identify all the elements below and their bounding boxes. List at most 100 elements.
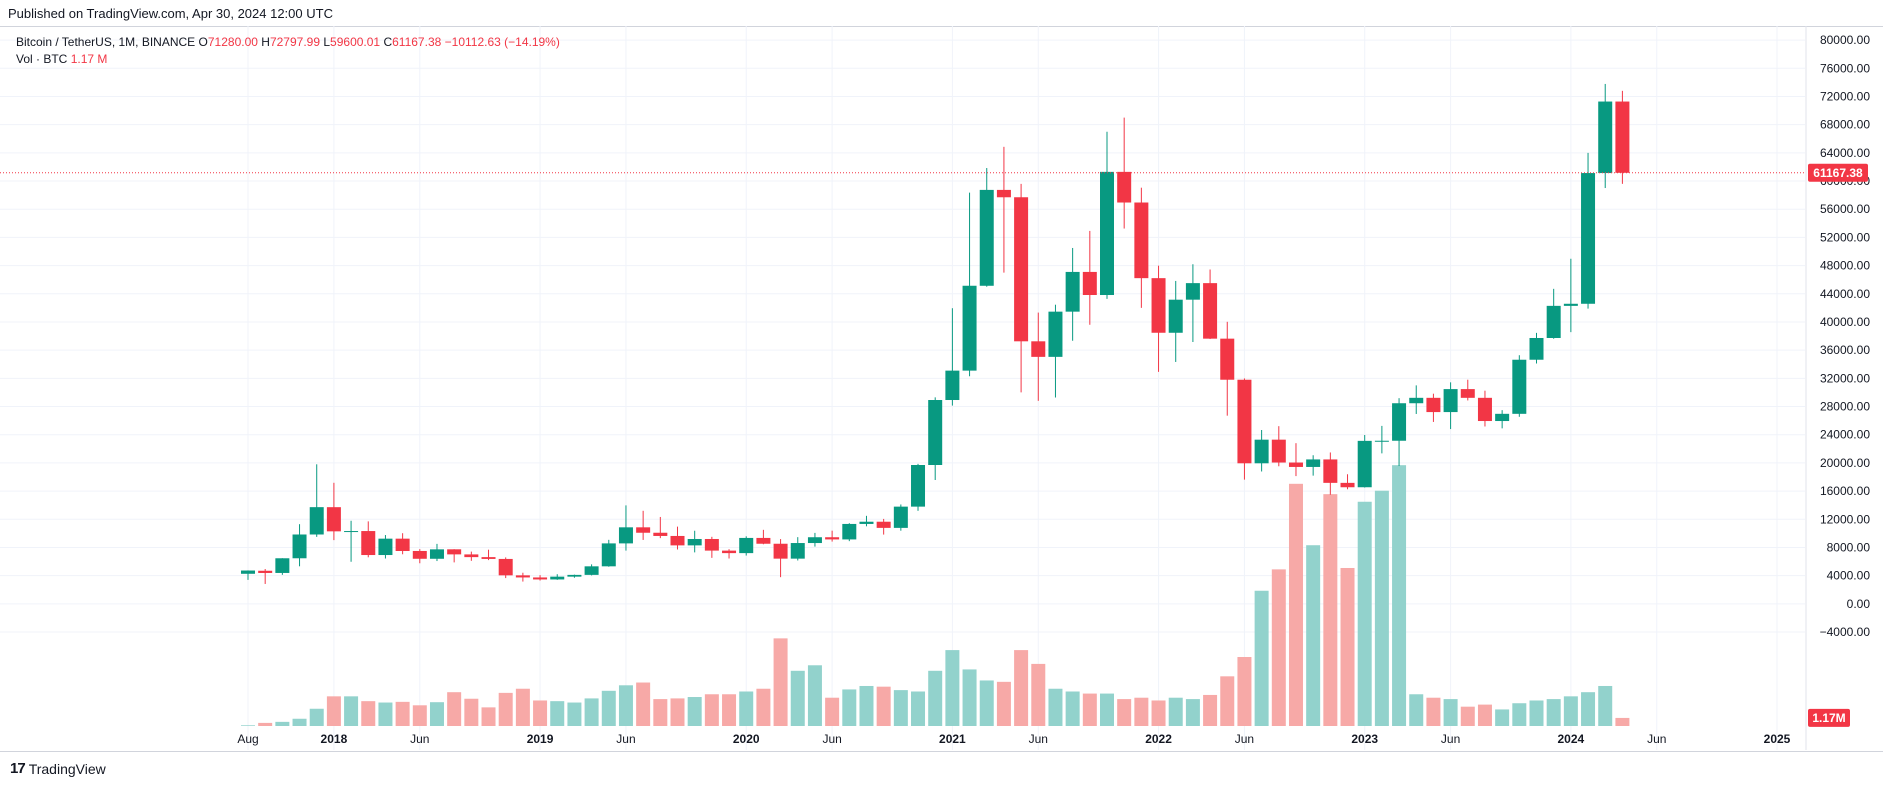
last-volume-tag-label: 1.17M bbox=[1812, 711, 1845, 725]
volume-bar bbox=[876, 686, 891, 726]
volume-bar bbox=[687, 697, 702, 726]
candle-body bbox=[1168, 299, 1183, 333]
volume-bar bbox=[395, 701, 410, 726]
volume-bar bbox=[618, 685, 633, 726]
candle-body bbox=[1374, 440, 1389, 442]
time-tick-label: 2020 bbox=[733, 732, 760, 746]
time-tick-label: Jun bbox=[1235, 732, 1254, 746]
change-value: −10112.63 (−14.19%) bbox=[444, 35, 560, 49]
time-tick-label: 2025 bbox=[1764, 732, 1791, 746]
candle-body bbox=[618, 527, 633, 544]
candle-body bbox=[687, 538, 702, 546]
volume-bar bbox=[1220, 676, 1235, 726]
volume-bar bbox=[1426, 697, 1441, 726]
candle-body bbox=[1546, 305, 1561, 338]
volume-bar bbox=[670, 698, 685, 726]
candle-body bbox=[722, 550, 737, 554]
candle-body bbox=[1323, 459, 1338, 483]
volume-bar bbox=[1546, 699, 1561, 726]
price-tick-label: 4000.00 bbox=[1827, 569, 1871, 583]
volume-bar bbox=[1271, 569, 1286, 726]
volume-bar bbox=[1323, 494, 1338, 726]
time-tick-label: Jun bbox=[1029, 732, 1048, 746]
time-axis: Aug 2018 Jun 2019 Jun 2020 Jun 2021 Jun 2022 Jun 20… bbox=[237, 732, 1790, 746]
price-tick-label: 52000.00 bbox=[1820, 230, 1870, 244]
candle-body bbox=[1031, 341, 1046, 357]
tradingview-logo-icon[interactable]: 17 bbox=[10, 760, 26, 777]
chart-legend: Bitcoin / TetherUS, 1M, BINANCE O71280.0… bbox=[16, 34, 560, 68]
candle-body bbox=[876, 521, 891, 528]
footer: 17 TradingView bbox=[10, 760, 106, 777]
price-tick-label: 68000.00 bbox=[1820, 118, 1870, 132]
volume-bar bbox=[928, 670, 943, 726]
time-tick-label: Jun bbox=[1441, 732, 1460, 746]
last-price-tag bbox=[1808, 163, 1868, 182]
price-chart[interactable]: 80000.00 76000.00 72000.00 68000.00 64000.00… bbox=[0, 26, 1883, 750]
volume-bar bbox=[412, 705, 427, 726]
price-tick-label: −4000.00 bbox=[1820, 625, 1871, 639]
volume-bar bbox=[550, 701, 565, 726]
volume-bar bbox=[567, 702, 582, 726]
volume-label[interactable]: Vol · BTC bbox=[16, 52, 68, 66]
price-tick-label: 8000.00 bbox=[1827, 540, 1871, 554]
volume-bar bbox=[241, 725, 255, 726]
volume-bar bbox=[601, 690, 616, 726]
volume-bar bbox=[1374, 490, 1389, 726]
footer-brand[interactable]: TradingView bbox=[28, 760, 106, 777]
candle-body bbox=[1426, 397, 1441, 413]
price-axis: 80000.00 76000.00 72000.00 68000.00 64000.00… bbox=[1805, 26, 1871, 750]
candle-body bbox=[1409, 397, 1424, 404]
volume-bar bbox=[825, 697, 840, 726]
candle-body bbox=[515, 575, 530, 578]
volume-bar bbox=[515, 688, 530, 726]
candle-body bbox=[1014, 197, 1029, 342]
candle-body bbox=[326, 507, 341, 532]
close-label: C bbox=[383, 35, 393, 49]
volume-bar bbox=[859, 685, 874, 726]
candle-body bbox=[825, 537, 840, 540]
volume-bar bbox=[653, 699, 668, 726]
volume-bar bbox=[773, 638, 788, 726]
volume-bar bbox=[1392, 465, 1407, 726]
candle-body bbox=[636, 527, 651, 533]
volume-bar bbox=[429, 702, 444, 726]
volume-bar bbox=[962, 669, 977, 726]
volume-bar bbox=[1306, 545, 1321, 726]
volume-bar bbox=[1203, 694, 1218, 726]
candle-body bbox=[945, 370, 960, 401]
volume-bar bbox=[464, 698, 479, 726]
volume-bar bbox=[258, 722, 273, 726]
candle-body bbox=[361, 531, 376, 556]
volume-bar bbox=[1477, 704, 1492, 726]
volume-bar bbox=[1615, 717, 1630, 726]
time-tick-label: 2023 bbox=[1351, 732, 1378, 746]
price-tick-label: 28000.00 bbox=[1820, 400, 1870, 414]
candle-body bbox=[1598, 101, 1613, 174]
volume-bar bbox=[1581, 692, 1596, 726]
volume-bar bbox=[344, 696, 359, 726]
candle-body bbox=[1117, 171, 1132, 203]
volume-bar bbox=[1288, 483, 1303, 726]
volume-bar bbox=[722, 694, 737, 726]
volume-bar bbox=[447, 692, 462, 726]
volume-bar bbox=[636, 682, 651, 726]
candle-body bbox=[1237, 379, 1252, 464]
price-tick-label: 40000.00 bbox=[1820, 315, 1870, 329]
candle-body bbox=[1392, 403, 1407, 441]
candle-body bbox=[911, 464, 926, 507]
published-notice: Published on TradingView.com, Apr 30, 20… bbox=[8, 6, 333, 21]
volume-bar bbox=[1031, 663, 1046, 726]
volume-bar bbox=[1598, 685, 1613, 726]
volume-bar bbox=[739, 691, 754, 726]
volume-bar bbox=[945, 650, 960, 726]
candle-body bbox=[704, 538, 719, 551]
candle-body bbox=[584, 566, 599, 575]
volume-bar bbox=[1495, 709, 1510, 726]
candle-body bbox=[1357, 440, 1372, 488]
candle-body bbox=[258, 570, 273, 573]
volume-bar bbox=[996, 681, 1011, 726]
candle-body bbox=[756, 537, 771, 544]
symbol-name[interactable]: Bitcoin / TetherUS, 1M, BINANCE bbox=[16, 35, 196, 49]
candle-body bbox=[979, 189, 994, 286]
candle-body bbox=[567, 574, 582, 577]
